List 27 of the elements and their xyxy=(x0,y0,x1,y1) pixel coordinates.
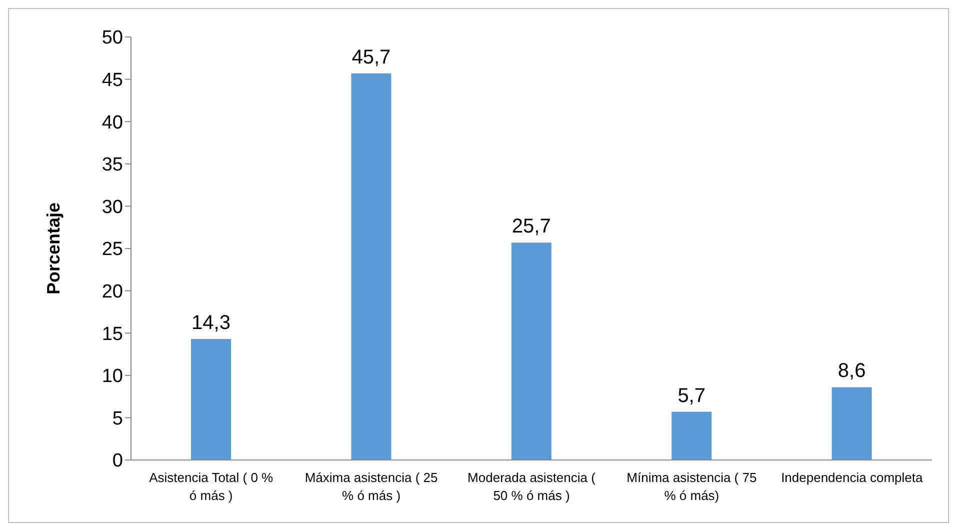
y-tick-label: 10 xyxy=(102,366,123,388)
y-tick-label: 0 xyxy=(112,450,123,472)
y-tick-label: 50 xyxy=(102,28,123,49)
y-tick-label: 45 xyxy=(102,70,123,92)
y-tick-label: 40 xyxy=(102,112,123,134)
y-tick-label: 35 xyxy=(102,154,123,176)
bar xyxy=(672,412,712,460)
y-tick-label: 25 xyxy=(102,239,123,260)
x-tick-label: Asistencia Total ( 0 % ó más ) xyxy=(149,470,274,503)
bar xyxy=(511,242,552,460)
data-label: 45,7 xyxy=(352,46,391,68)
bar xyxy=(191,339,231,460)
x-tick-label: Independencia completa xyxy=(781,470,924,485)
data-label: 5,7 xyxy=(678,384,706,407)
y-axis-title: Porcentaje xyxy=(43,202,64,295)
data-label: 25,7 xyxy=(512,216,551,238)
x-tick-label: Mínima asistencia ( 75 % ó más) xyxy=(626,470,757,503)
y-tick-label: 20 xyxy=(102,282,123,303)
data-label: 8,6 xyxy=(838,360,866,382)
bar xyxy=(351,73,392,460)
x-tick-label: Moderada asistencia ( 50 % ó más ) xyxy=(468,470,596,503)
y-tick-label: 15 xyxy=(102,324,123,345)
bar xyxy=(832,387,872,460)
y-tick-label: 5 xyxy=(112,408,123,430)
x-tick-label: Máxima asistencia ( 25 % ó más ) xyxy=(304,470,438,503)
data-label: 14,3 xyxy=(192,312,230,334)
y-tick-label: 30 xyxy=(102,196,123,218)
